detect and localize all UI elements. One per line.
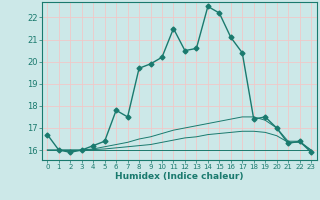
X-axis label: Humidex (Indice chaleur): Humidex (Indice chaleur) xyxy=(115,172,244,181)
